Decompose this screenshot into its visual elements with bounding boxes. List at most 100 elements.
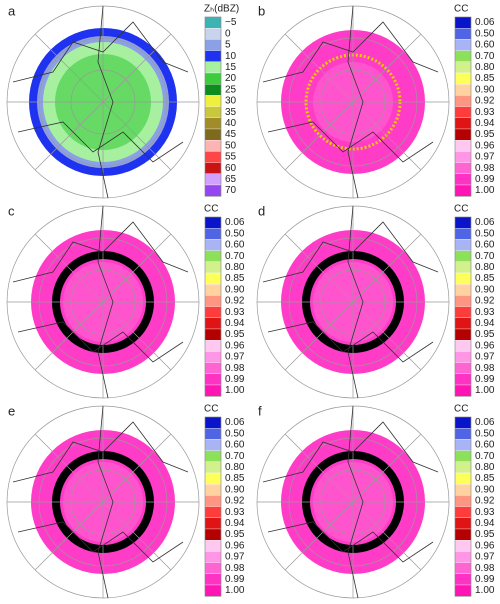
spoke [352, 433, 422, 503]
colorbar-label: 0.60 [225, 440, 245, 451]
colorbar-swatch [454, 384, 472, 397]
colorbar-swatch [454, 284, 472, 296]
colorbar-label: 0.98 [475, 563, 495, 574]
colorbar-swatch [454, 250, 472, 262]
colorbar-swatch [454, 562, 472, 574]
colorbar-label: 0.96 [475, 140, 495, 151]
colorbar-label: 0.93 [475, 307, 495, 318]
colorbar-title: CC [454, 204, 468, 215]
colorbar-swatch [204, 261, 222, 274]
colorbar-label: 0.99 [225, 574, 245, 585]
colorbar-swatch [454, 184, 472, 197]
colorbar-label: 0.60 [225, 240, 245, 251]
colorbar-label: 0.06 [475, 417, 495, 428]
colorbar-swatch [204, 216, 222, 229]
colorbar-swatch [454, 162, 472, 174]
colorbar-swatch [204, 517, 222, 530]
colorbar-swatch [454, 106, 472, 118]
colorbar-swatch [454, 39, 472, 51]
colorbar-frame [204, 16, 222, 197]
colorbar-frame [454, 416, 472, 597]
colorbar-swatch [454, 351, 472, 363]
colorbar-swatch [204, 284, 222, 296]
colorbar-title: CC [454, 4, 468, 15]
colorbar-swatch [204, 162, 222, 174]
colorbar-swatch [204, 151, 222, 163]
spoke [102, 33, 172, 103]
spoke [284, 433, 354, 503]
spoke [102, 101, 172, 171]
colorbar-label: 0.97 [475, 352, 495, 363]
colorbar-label: 0.80 [475, 262, 495, 273]
colorbar-label: 0.60 [475, 440, 495, 451]
colorbar-label: 0.92 [225, 296, 245, 307]
spoke [284, 33, 354, 103]
spoke [352, 101, 422, 171]
colorbar-label: 25 [225, 84, 237, 95]
panel: e CC0.060.500.600.700.800.850.900.920.930… [6, 403, 245, 599]
boundary [347, 5, 364, 199]
colorbar-label: 0.96 [225, 340, 245, 351]
colorbar-swatch [204, 184, 222, 197]
spoke [352, 501, 422, 571]
colorbar-label: 0.98 [225, 363, 245, 374]
colorbar-swatch [454, 72, 472, 85]
colorbar-title: Zₕ(dBZ) [204, 4, 239, 15]
colorbar-title: CC [204, 204, 218, 215]
colorbar-label: 0.70 [475, 451, 495, 462]
colorbar-swatch [204, 351, 222, 363]
colorbar-swatch [204, 306, 222, 318]
colorbar-swatch [454, 228, 472, 240]
colorbar-swatch [454, 306, 472, 318]
colorbar-swatch [204, 484, 222, 496]
spoke [102, 233, 172, 303]
panel: c CC0.060.500.600.700.800.850.900.920.930… [6, 203, 245, 399]
colorbar-swatch [204, 439, 222, 451]
colorbar-swatch [204, 228, 222, 240]
colorbar-frame [454, 216, 472, 397]
colorbar-label: 0.80 [475, 462, 495, 473]
spoke [102, 433, 172, 503]
colorbar-swatch [204, 461, 222, 474]
boundary [347, 405, 364, 599]
colorbar-label: 0.93 [225, 507, 245, 518]
panel-label: c [8, 203, 15, 218]
colorbar-swatch [454, 573, 472, 586]
colorbar-label: 0.99 [475, 574, 495, 585]
colorbar-swatch [204, 84, 222, 96]
colorbar-swatch [454, 362, 472, 374]
spoke [34, 501, 104, 571]
panel-label: f [258, 403, 262, 418]
colorbar-swatch [204, 117, 222, 130]
boundary [267, 321, 434, 363]
boundary [17, 321, 184, 363]
colorbar-label: 0.92 [475, 296, 495, 307]
colorbar-frame [204, 216, 222, 397]
colorbar-swatch [454, 472, 472, 485]
colorbar-label: 0.97 [475, 152, 495, 163]
colorbar-frame [204, 416, 222, 597]
colorbar-swatch [204, 384, 222, 397]
spoke [352, 301, 422, 371]
colorbar-label: 0.96 [475, 540, 495, 551]
colorbar-label: 0.90 [475, 484, 495, 495]
colorbar-swatch [204, 506, 222, 518]
colorbar-label: 0.90 [475, 284, 495, 295]
colorbar-label: 0.80 [475, 62, 495, 73]
colorbar-label: 0.94 [475, 318, 495, 329]
spoke [34, 101, 104, 171]
colorbar-label: 0.92 [475, 96, 495, 107]
colorbar-title: CC [454, 404, 468, 415]
boundary [97, 205, 114, 399]
panel-label: b [258, 3, 265, 18]
colorbar-swatch [204, 551, 222, 563]
colorbar-swatch [454, 551, 472, 563]
colorbar-swatch [204, 495, 222, 507]
boundary [97, 5, 114, 199]
colorbar-swatch [204, 573, 222, 586]
colorbar-swatch [454, 151, 472, 163]
colorbar-label: 0.94 [225, 518, 245, 529]
spoke [352, 33, 422, 103]
colorbar-label: 0.97 [225, 552, 245, 563]
colorbar-swatch [454, 373, 472, 386]
